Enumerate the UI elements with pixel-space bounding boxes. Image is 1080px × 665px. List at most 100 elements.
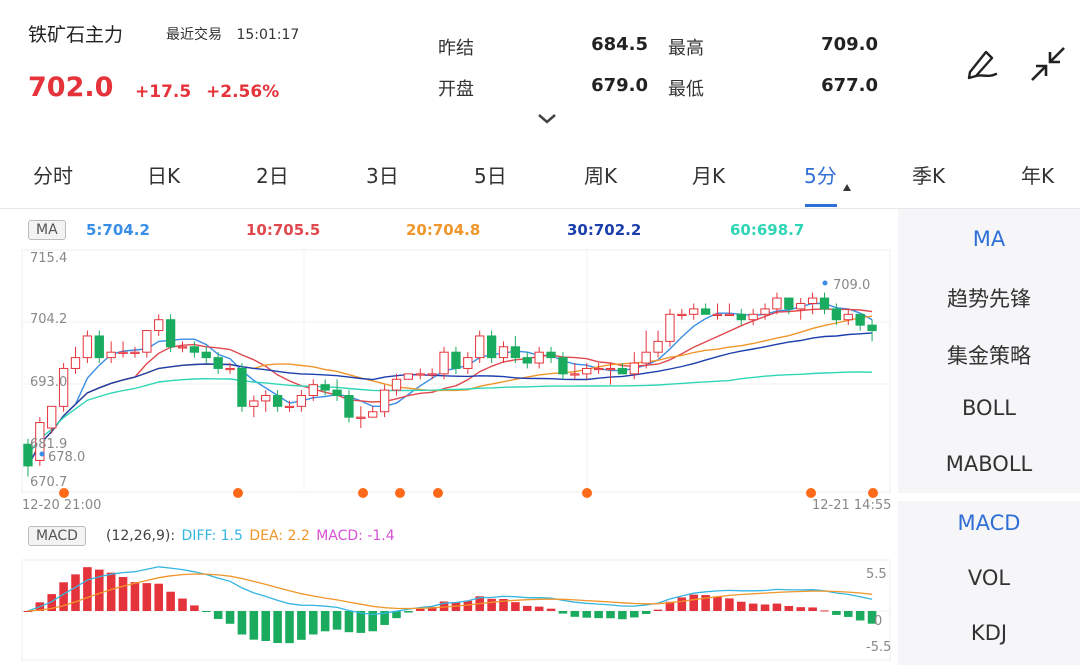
indicator-trend-pioneer[interactable]: 趋势先锋 — [947, 287, 1031, 311]
candle-body — [165, 319, 176, 348]
macd-histogram-bar — [736, 601, 746, 611]
macd-histogram-bar — [582, 611, 592, 618]
macd-diff-line — [27, 566, 873, 616]
candle-body — [70, 357, 81, 369]
candle-body — [558, 357, 568, 375]
candle-body — [700, 308, 711, 315]
macd-histogram-bar — [261, 611, 271, 641]
indicator-fund-strategy[interactable]: 集金策略 — [947, 344, 1031, 368]
macd-histogram-bar — [760, 604, 770, 611]
open-label: 开盘 — [438, 79, 474, 100]
candle-body — [415, 373, 425, 376]
tab-5-minute[interactable]: 5分 — [804, 164, 837, 188]
tab-2-day[interactable]: 2日 — [256, 164, 289, 188]
macd-histogram-bar — [725, 598, 734, 611]
ma20-label: 20:704.8 — [406, 221, 481, 239]
macd-histogram-bar — [368, 611, 378, 632]
candle-body — [47, 405, 57, 429]
indicator-vol[interactable]: VOL — [967, 566, 1011, 590]
candle-body — [368, 411, 378, 418]
tab-daily-k[interactable]: 日K — [147, 164, 181, 188]
candle-body — [867, 324, 877, 332]
macd-histogram-bar — [653, 609, 663, 611]
low-label: 最低 — [668, 79, 704, 100]
max-point-dot — [822, 280, 828, 286]
candle-body — [807, 297, 818, 304]
candle-body — [237, 367, 247, 407]
indicator-panel: MA 趋势先锋 集金策略 BOLL MABOLL MACD VOL KDJ — [898, 209, 1080, 665]
macd-histogram-bar — [606, 611, 615, 619]
low-value: 677.0 — [821, 75, 878, 96]
indicator-ma[interactable]: MA — [972, 227, 1006, 251]
macd-diff-label: DIFF: 1.5 — [181, 528, 243, 544]
indicator-boll[interactable]: BOLL — [962, 396, 1016, 420]
tab-yearly-k[interactable]: 年K — [1021, 164, 1055, 188]
candle-body — [724, 313, 735, 317]
macd-histogram-bar — [213, 611, 223, 619]
signal-dot-marker — [59, 488, 69, 498]
tab-weekly-k[interactable]: 周K — [584, 164, 618, 188]
candle-body — [534, 351, 544, 364]
candle-body — [225, 367, 235, 371]
candle-body — [605, 367, 616, 371]
candle-body — [677, 313, 687, 317]
candle-body — [261, 395, 271, 402]
prev-settle-label: 昨结 — [438, 38, 474, 59]
candle-body — [94, 335, 104, 359]
indicator-maboll[interactable]: MABOLL — [945, 452, 1033, 476]
macd-histogram-bar — [843, 611, 853, 617]
ma-legend-badge[interactable]: MA — [28, 220, 66, 240]
candle-body — [760, 308, 770, 315]
macd-y-tick-3: -5.5 — [866, 640, 891, 655]
macd-histogram-bar — [237, 611, 247, 635]
candle-body — [58, 367, 69, 407]
signal-dot-marker — [233, 488, 243, 498]
tab-monthly-k[interactable]: 月K — [692, 164, 726, 188]
collapse-arrows-icon[interactable] — [1028, 44, 1068, 84]
pen-icon[interactable] — [962, 44, 1002, 84]
candle-body — [843, 313, 853, 321]
kline-chart[interactable]: 715.4 704.2 693.0 681.9 670.7 709.0 678.… — [0, 0, 898, 665]
candle-body — [177, 346, 188, 349]
active-tab-indicator — [805, 204, 837, 207]
candle-body — [653, 340, 663, 353]
tab-quarterly-k[interactable]: 季K — [912, 164, 946, 188]
expand-chevron-icon[interactable] — [537, 112, 557, 126]
candle-body — [463, 357, 473, 369]
macd-histogram-bar — [142, 583, 152, 611]
y-tick-4: 681.9 — [30, 437, 67, 452]
candle-body — [213, 357, 223, 369]
macd-legend-badge[interactable]: MACD — [28, 526, 86, 546]
y-tick-1: 715.4 — [30, 251, 67, 266]
chart-grid — [21, 249, 891, 661]
indicator-kdj[interactable]: KDJ — [970, 621, 1008, 645]
macd-y-tick-2: 0 — [874, 614, 882, 629]
macd-histogram-bar — [772, 603, 782, 611]
candle-body — [344, 395, 354, 418]
instrument-name: 铁矿石主力 — [28, 24, 124, 46]
indicator-macd[interactable]: MACD — [957, 511, 1021, 535]
macd-params: (12,26,9): — [106, 528, 176, 544]
ma60-line — [27, 371, 873, 456]
high-label: 最高 — [668, 38, 704, 59]
candle-body — [308, 384, 318, 397]
tab-dropdown-caret-icon[interactable] — [843, 184, 851, 191]
candlesticks — [23, 292, 877, 477]
ma60-label: 60:698.7 — [730, 221, 805, 239]
candle-body — [82, 335, 93, 359]
macd-histogram-bar — [570, 611, 580, 617]
candle-body — [439, 351, 449, 375]
macd-histogram-bar — [499, 598, 508, 611]
tab-3-day[interactable]: 3日 — [366, 164, 399, 188]
macd-histogram-bar — [178, 598, 187, 611]
x-start-label: 12-20 21:00 — [22, 498, 101, 513]
macd-histogram-bar — [47, 594, 57, 611]
macd-histogram-bar — [546, 608, 556, 611]
macd-histogram-bar — [511, 602, 520, 611]
tab-intraday[interactable]: 分时 — [33, 164, 73, 188]
macd-histogram-bar — [463, 600, 473, 611]
period-tabs: 分时 日K 2日 3日 5日 周K 月K 5分 季K 年K — [0, 146, 1080, 208]
macd-histogram-bar — [594, 611, 603, 619]
tab-5-day[interactable]: 5日 — [474, 164, 507, 188]
signal-dot-marker — [395, 488, 405, 498]
